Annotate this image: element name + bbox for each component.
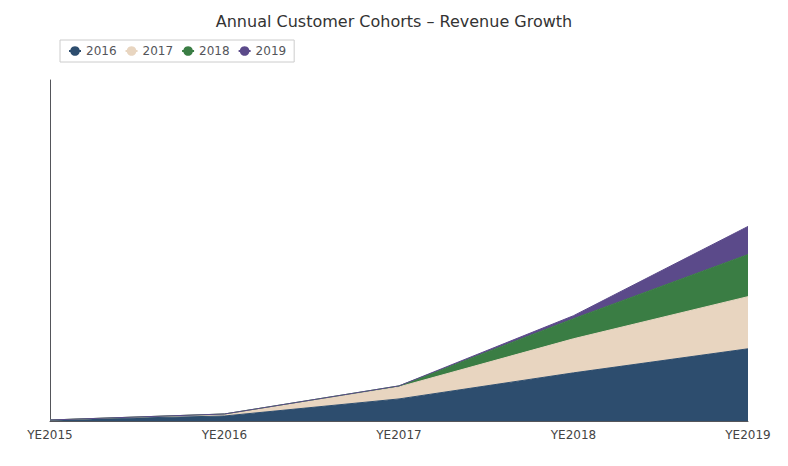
svg-text:2017: 2017 — [143, 44, 174, 58]
svg-text:YE2019: YE2019 — [724, 428, 770, 442]
svg-text:Annual Customer Cohorts – Reve: Annual Customer Cohorts – Revenue Growth — [216, 12, 572, 31]
svg-text:2019: 2019 — [256, 44, 287, 58]
svg-text:YE2016: YE2016 — [201, 428, 247, 442]
svg-text:YE2017: YE2017 — [375, 428, 421, 442]
svg-text:YE2018: YE2018 — [550, 428, 596, 442]
svg-text:2018: 2018 — [199, 44, 230, 58]
svg-text:2016: 2016 — [86, 44, 117, 58]
svg-text:YE2015: YE2015 — [26, 428, 72, 442]
